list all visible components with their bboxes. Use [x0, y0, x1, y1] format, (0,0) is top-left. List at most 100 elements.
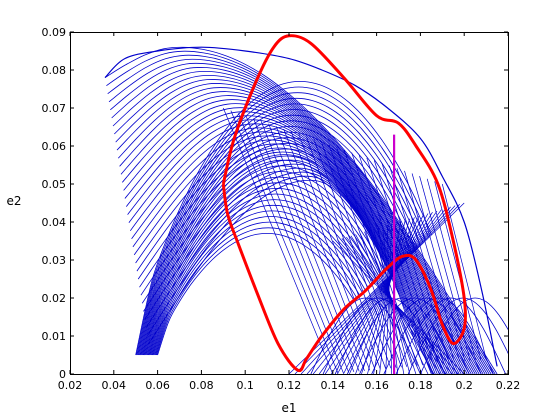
- family-strand: [312, 207, 447, 374]
- family-curve: [141, 125, 409, 356]
- family-curve: [138, 103, 421, 356]
- y-tick-label: 0.03: [42, 254, 67, 267]
- x-tick-label: 0.1: [236, 379, 254, 392]
- family-curve: [108, 58, 492, 374]
- x-tick-label: 0.06: [145, 379, 170, 392]
- family-strand: [283, 128, 376, 370]
- family-curve: [133, 135, 454, 374]
- family-strand: [373, 160, 439, 364]
- family-strand: [368, 230, 417, 374]
- family-curve: [115, 79, 482, 374]
- family-bump: [359, 297, 470, 374]
- family-strand: [385, 223, 393, 374]
- y-axis-label: e2: [6, 194, 21, 208]
- family-curve: [155, 221, 361, 356]
- family-curve: [149, 176, 384, 356]
- family-bump: [310, 297, 421, 374]
- x-tick-label: 0.18: [408, 379, 433, 392]
- family-curve: [154, 210, 367, 356]
- family-strand: [411, 173, 466, 361]
- family-curve: [118, 87, 478, 374]
- family-strand: [361, 218, 411, 374]
- family-strand: [355, 217, 415, 374]
- family-curve: [148, 171, 387, 356]
- family-strand: [343, 214, 424, 374]
- family-curve: [141, 120, 412, 356]
- series-thick: [221, 34, 468, 373]
- family-curve: [110, 62, 490, 374]
- family-bump: [420, 297, 508, 374]
- family-curve: [121, 99, 472, 374]
- x-tick-label: 0.12: [277, 379, 302, 392]
- highlight-series: [104, 34, 498, 374]
- family-curve: [136, 92, 427, 356]
- family-strand: [332, 240, 465, 374]
- family-curve: [143, 137, 404, 356]
- x-tick-label: 0.16: [364, 379, 389, 392]
- family-curve: [151, 193, 375, 356]
- x-axis-label: e1: [281, 401, 296, 415]
- family-strand: [260, 120, 360, 372]
- family-strand: [294, 204, 460, 374]
- y-tick-label: 0.08: [42, 64, 67, 77]
- family-strand: [230, 110, 339, 374]
- family-bump: [334, 297, 446, 374]
- family-strand: [419, 176, 471, 361]
- family-strand: [222, 107, 334, 374]
- family-strand: [441, 183, 487, 359]
- y-tick-label: 0.07: [42, 102, 67, 115]
- family-strand: [377, 227, 405, 374]
- family-strand: [386, 225, 393, 374]
- family-curve: [147, 165, 390, 356]
- family-strand: [321, 141, 402, 368]
- family-strand: [349, 215, 420, 374]
- family-curve: [139, 109, 418, 356]
- y-tick-label: 0.05: [42, 178, 67, 191]
- family-curve: [157, 232, 356, 356]
- family-curve: [149, 182, 381, 356]
- family-curve: [137, 97, 424, 356]
- series-curve-family: [104, 46, 498, 367]
- x-tick-label: 0.04: [102, 379, 127, 392]
- family-curve: [150, 187, 378, 356]
- family-strand: [381, 162, 445, 364]
- family-strand: [268, 123, 365, 372]
- family-curve: [116, 83, 480, 374]
- x-tick-label: 0.22: [496, 379, 521, 392]
- family-bump: [395, 297, 506, 374]
- x-tick-label: 0.08: [189, 379, 214, 392]
- family-curve: [136, 86, 429, 356]
- curve-family: [104, 46, 508, 374]
- family-curve: [127, 115, 464, 374]
- family-curve: [142, 131, 407, 356]
- family-curve: [136, 143, 450, 374]
- family-strand: [306, 206, 451, 374]
- x-tick-label: 0.2: [455, 379, 473, 392]
- family-curve: [145, 148, 398, 356]
- family-strand: [426, 178, 476, 360]
- x-axis: 0.02 0.04 0.06 0.08 0.1 0.12 0.14 0.16 0.18 0.2 0.…: [58, 32, 521, 392]
- family-strand: [298, 134, 387, 369]
- family-curve: [156, 227, 358, 356]
- family-curve: [140, 114, 415, 356]
- y-tick-label: 0.09: [42, 26, 67, 39]
- y-tick-label: 0: [59, 368, 66, 381]
- family-strand: [275, 126, 371, 371]
- family-curve: [153, 204, 370, 356]
- family-curve: [120, 95, 474, 374]
- y-tick-label: 0.01: [42, 330, 67, 343]
- y-axis: 0 0.01 0.02 0.03 0.04 0.05 0.06 0.07 0.08 0.09: [42, 26, 508, 381]
- family-bump: [322, 297, 433, 374]
- y-tick-label: 0.06: [42, 140, 67, 153]
- x-tick-label: 0.14: [321, 379, 346, 392]
- family-strand: [404, 170, 461, 362]
- family-curve: [135, 80, 432, 356]
- family-curve: [128, 119, 462, 374]
- family-strand: [336, 213, 429, 374]
- family-curve: [124, 107, 468, 374]
- family-strand: [253, 118, 355, 373]
- family-strand: [313, 139, 397, 368]
- family-curve: [107, 54, 494, 374]
- y-tick-label: 0.02: [42, 292, 67, 305]
